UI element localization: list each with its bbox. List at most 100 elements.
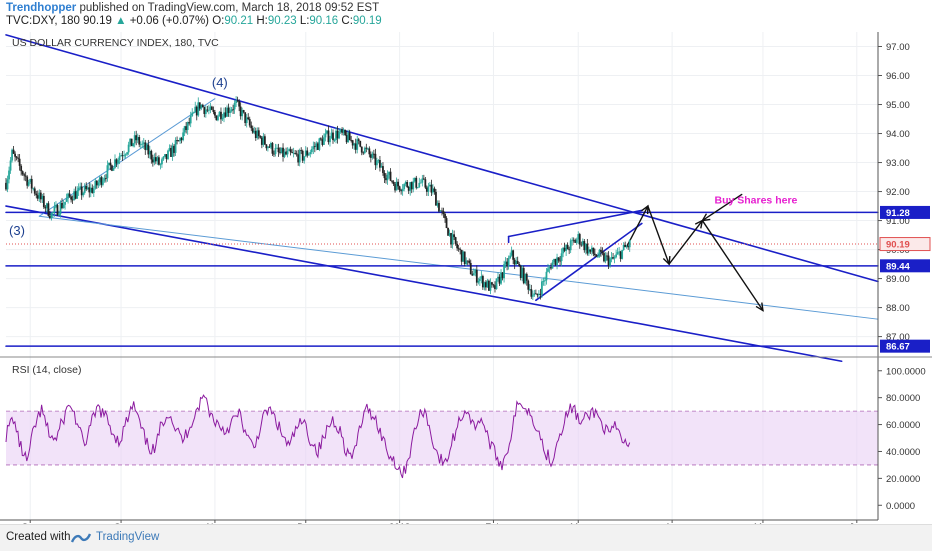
time-tick-label: May [754, 522, 772, 524]
candle-body [56, 205, 59, 216]
price-tick-label: 95.00 [886, 100, 910, 111]
candle-body [271, 143, 274, 154]
level-tag-label: 89.44 [886, 261, 910, 272]
rsi-title: RSI (14, close) [12, 364, 81, 376]
candle-body [366, 148, 369, 150]
candle-body [413, 177, 416, 182]
candle-body [448, 233, 451, 236]
chart-area[interactable]: Buy Shares here (4) (3) 97.00 96.00 95.00 94.… [0, 28, 932, 524]
candle-body [372, 153, 375, 155]
candle-body [162, 156, 165, 160]
candle-body [133, 135, 136, 144]
candle-body [260, 137, 263, 145]
wedge-upper-line [507, 209, 643, 238]
time-tick-label: 2018 [389, 522, 410, 524]
candle-body [389, 171, 392, 181]
candle-body [247, 117, 250, 120]
close-value: 90.19 [352, 15, 382, 27]
candle-body [232, 109, 234, 111]
candle-body [238, 100, 241, 107]
candle-body [168, 147, 171, 151]
candle-body [92, 188, 95, 193]
published-text: published on TradingView.com, March 18, … [76, 2, 380, 14]
candle-body [329, 138, 331, 143]
candle-body [594, 253, 596, 256]
candle-body [557, 257, 560, 261]
candle-body [459, 249, 462, 250]
candle-body [195, 106, 198, 116]
tradingview-brand[interactable]: TradingView [96, 531, 160, 543]
candle-body [186, 122, 189, 130]
candle-body [115, 159, 118, 164]
candle-body [71, 199, 74, 201]
level-tag-label: 86.67 [886, 342, 910, 353]
candle-body [39, 192, 42, 200]
open-label: O: [212, 15, 225, 27]
candle-body [277, 147, 280, 153]
candle-body [17, 157, 20, 159]
candle-body [301, 150, 304, 161]
candle-body [368, 148, 371, 155]
candle-body [88, 187, 91, 193]
candle-body [233, 103, 236, 110]
rsi-panel [5, 394, 878, 479]
candle-body [577, 234, 580, 240]
candle-body [400, 190, 403, 192]
candle-body [192, 112, 195, 114]
candle-body [280, 147, 283, 153]
candle-body [395, 181, 398, 191]
candle-body [239, 106, 242, 117]
candle-body [212, 109, 215, 113]
candle-body [486, 280, 489, 288]
candle-body [312, 146, 315, 150]
candle-body [294, 152, 297, 154]
candle-body [241, 110, 244, 117]
candle-body [171, 145, 174, 157]
candle-body [584, 243, 587, 251]
candle-body [165, 154, 168, 160]
candle-body [6, 179, 9, 190]
candle-body [11, 149, 13, 161]
candle-body [321, 139, 324, 145]
candle-body [444, 213, 446, 219]
candle-body [521, 268, 524, 278]
candle-body [451, 234, 454, 245]
high-label: H: [256, 15, 268, 27]
candle-body [267, 146, 269, 149]
candle-body [457, 248, 460, 250]
level-tag [880, 339, 930, 353]
candle-body [142, 142, 145, 144]
candle-body [474, 269, 477, 274]
candle-body [14, 153, 16, 157]
low-value: 90.16 [309, 15, 339, 27]
candle-body [24, 175, 27, 177]
candle-body [432, 188, 434, 193]
candle-body [300, 150, 303, 151]
candle-body [547, 268, 549, 272]
candle-body [371, 153, 374, 158]
candle-body [112, 167, 115, 171]
candle-body [111, 165, 113, 171]
channel-upper-line [5, 34, 879, 283]
buy-shares-annotation: Buy Shares here [715, 194, 798, 206]
candle-body [506, 261, 508, 267]
candle-body [488, 280, 490, 291]
author-name[interactable]: Trendhopper [6, 2, 77, 14]
candle-body [101, 180, 104, 185]
candle-body [105, 178, 107, 179]
candle-body [74, 191, 77, 199]
candle-body [360, 146, 363, 153]
candle-body [324, 133, 327, 138]
candle-body [386, 174, 389, 181]
candle-body [98, 177, 101, 183]
candle-body [154, 157, 157, 162]
candle-body [161, 159, 163, 165]
candle-body [253, 130, 256, 133]
level-tag-label: 91.28 [886, 208, 910, 219]
price-tick-label: 97.00 [886, 42, 910, 53]
wave-label: (3) [9, 223, 25, 238]
time-tick-label: Oct [114, 522, 129, 524]
candle-body [295, 153, 298, 155]
candle-body [97, 182, 100, 186]
candle-body [138, 137, 141, 145]
